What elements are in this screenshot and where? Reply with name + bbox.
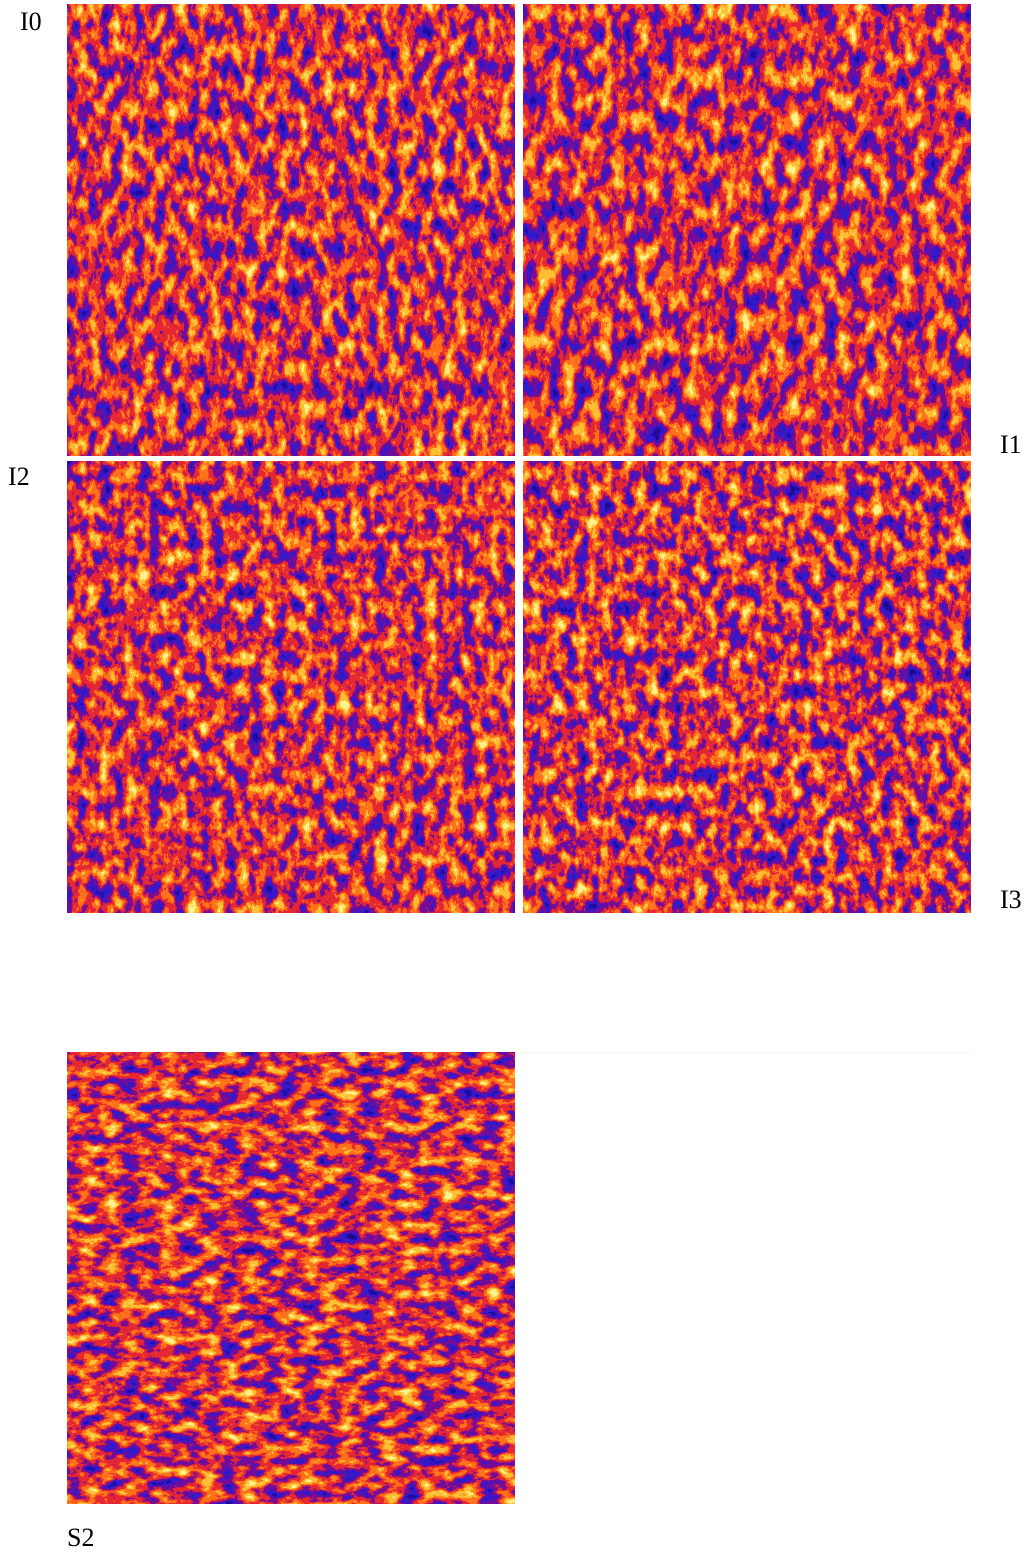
panel-label: I3 — [1000, 885, 1022, 914]
panel-label: I2 — [8, 462, 30, 491]
image-panel — [67, 4, 515, 456]
image-panel — [523, 461, 971, 913]
panel-label: I1 — [1000, 430, 1022, 459]
image-panel — [67, 1052, 515, 1504]
panel-label: S2 — [67, 1523, 94, 1552]
image-panel — [523, 4, 971, 456]
panel-label: I0 — [20, 7, 42, 36]
image-panel — [67, 461, 515, 913]
